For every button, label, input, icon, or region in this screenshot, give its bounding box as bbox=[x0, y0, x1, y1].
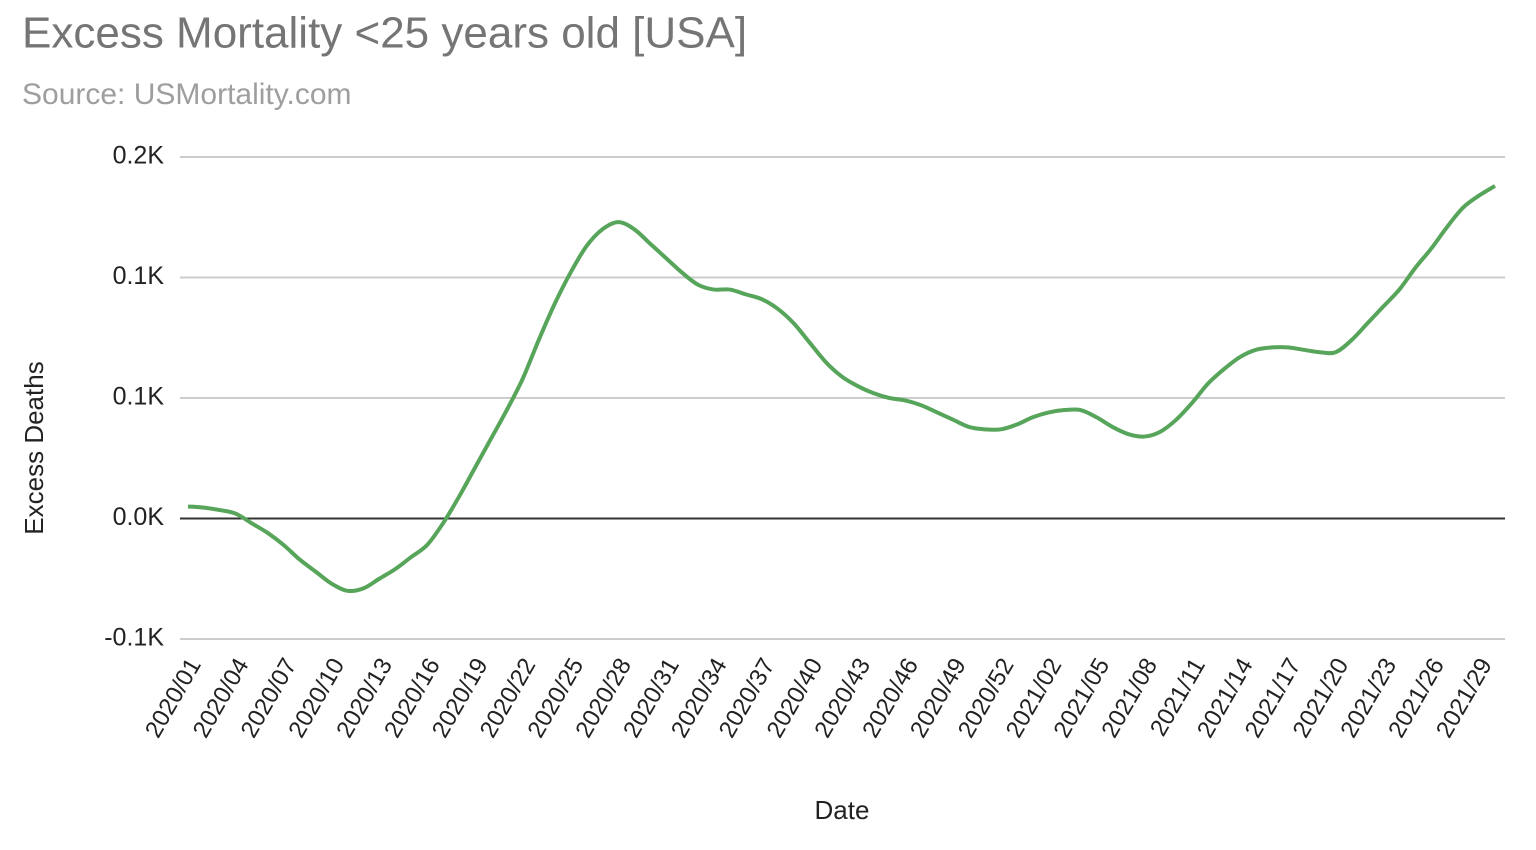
x-axis-title: Date bbox=[815, 795, 870, 825]
y-tick-label: 0.1K bbox=[113, 383, 165, 411]
y-tick-label: -0.1K bbox=[104, 624, 164, 652]
y-axis-title: Excess Deaths bbox=[19, 361, 49, 534]
data-line bbox=[187, 184, 1497, 594]
y-tick-label: 0.1K bbox=[113, 262, 165, 290]
y-tick-label: 0.0K bbox=[113, 503, 165, 531]
y-tick-label: 0.2K bbox=[113, 142, 165, 170]
chart-subtitle: Source: USMortality.com bbox=[22, 78, 352, 111]
chart-title: Excess Mortality <25 years old [USA] bbox=[22, 9, 747, 58]
